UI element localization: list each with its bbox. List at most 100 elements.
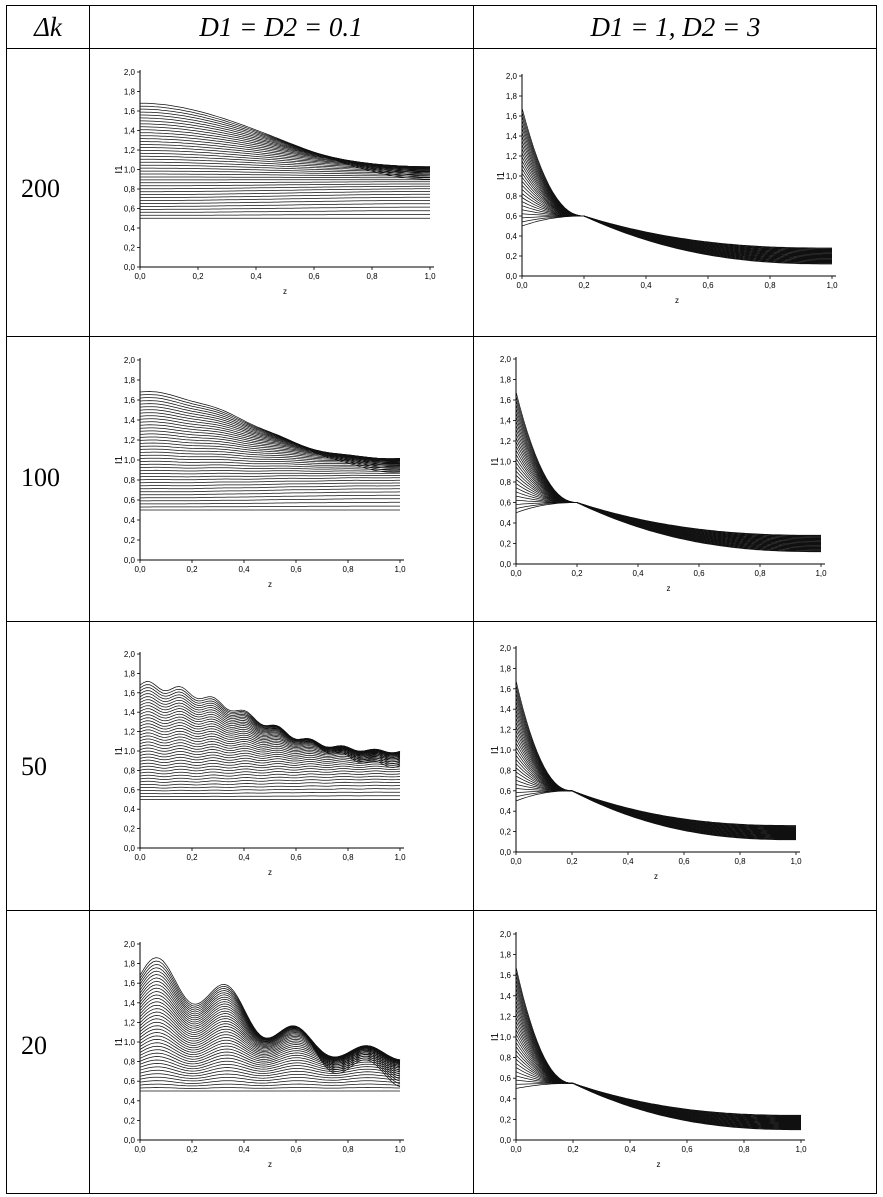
x-tick-label: 0,2 <box>578 281 590 290</box>
y-tick-label: 0,0 <box>500 1136 512 1145</box>
data-curve <box>139 1059 401 1070</box>
y-tick-label: 0,8 <box>500 478 512 487</box>
data-curve <box>521 115 832 250</box>
data-curve <box>139 1052 401 1067</box>
data-curve <box>139 1035 401 1062</box>
data-curve <box>139 750 401 760</box>
data-curve <box>139 1063 401 1072</box>
data-curve <box>139 753 401 761</box>
data-curve <box>515 705 796 829</box>
data-curve <box>515 429 821 541</box>
y-tick-label: 0,4 <box>124 805 136 814</box>
x-tick-label: 0,6 <box>678 857 690 866</box>
y-tick-label: 1,6 <box>124 979 136 988</box>
data-curve <box>139 1083 400 1087</box>
x-tick-label: 0,0 <box>134 853 146 862</box>
x-tick-label: 0,6 <box>693 569 705 578</box>
x-axis-label: z <box>268 1160 272 1169</box>
data-curve <box>139 732 401 754</box>
data-curve <box>140 183 430 187</box>
data-curve <box>521 124 832 251</box>
x-tick-label: 0,4 <box>238 1145 250 1154</box>
chart-dk20-d-equal: 0,0 0,2 0,4 0,6 0,8 1,0 1,2 1,4 1,6 1,8 2,0 0,0 0,2 0… <box>114 940 406 1169</box>
data-curve <box>521 140 832 253</box>
x-tick-label: 0,6 <box>681 1145 693 1154</box>
chart-dk50-d-equal: 0,0 0,2 0,4 0,6 0,8 1,0 1,2 1,4 1,6 1,8 2,0 0,0 0,2 0… <box>114 650 406 877</box>
y-tick-label: 0,8 <box>124 766 136 775</box>
row-label-50: 50 <box>21 752 47 781</box>
y-tick-label: 1,4 <box>124 416 136 425</box>
data-curve <box>140 176 430 179</box>
y-tick-label: 1,4 <box>500 417 512 426</box>
y-tick-label: 0,0 <box>124 1136 136 1145</box>
data-curve <box>139 1015 401 1061</box>
data-curve <box>521 107 832 249</box>
y-tick-label: 1,8 <box>500 664 512 673</box>
y-axis-label: I1 <box>490 457 501 466</box>
data-curve <box>139 466 401 470</box>
data-curve <box>521 128 832 252</box>
data-curve <box>140 501 400 505</box>
y-tick-label: 1,8 <box>124 88 136 97</box>
data-curve <box>140 144 430 168</box>
data-curve <box>139 203 430 207</box>
y-tick-label: 1,8 <box>124 376 136 385</box>
y-tick-label: 1,4 <box>506 132 518 141</box>
y-tick-label: 1,2 <box>500 726 512 735</box>
data-curve <box>139 1056 401 1069</box>
data-curve <box>139 1028 401 1061</box>
x-tick-label: 1,0 <box>795 1145 807 1154</box>
data-curve <box>139 1018 401 1061</box>
y-tick-label: 0,0 <box>124 556 136 565</box>
data-curve <box>140 498 400 502</box>
x-axis-label: z <box>667 584 671 593</box>
data-curve <box>515 693 796 828</box>
y-tick-label: 0,6 <box>124 786 136 795</box>
chart-dk50-d-diff: 0,0 0,2 0,4 0,6 0,8 1,0 1,2 1,4 1,6 1,8 2,0 0,0 0,2 0… <box>490 644 802 881</box>
y-tick-label: 1,0 <box>124 747 136 756</box>
data-curve <box>515 416 821 540</box>
header-col-d-equal: D1 = D2 = 0.1 <box>89 6 473 48</box>
data-curve <box>140 193 430 198</box>
data-curve <box>139 770 401 775</box>
data-curve <box>515 1082 801 1131</box>
y-tick-label: 1,6 <box>500 685 512 694</box>
results-table: Δk D1 = D2 = 0.1 D1 = 1, D2 = 3 200 100 … <box>6 5 877 1194</box>
data-curve <box>521 215 832 265</box>
column-divider <box>473 6 474 1193</box>
data-curve <box>139 756 401 763</box>
data-curve <box>521 132 832 252</box>
data-curve <box>139 479 400 484</box>
data-curve <box>521 111 832 249</box>
y-tick-label: 1,4 <box>500 705 512 714</box>
x-tick-label: 0,4 <box>238 853 250 862</box>
data-curve <box>521 120 832 251</box>
x-tick-label: 0,4 <box>632 569 644 578</box>
y-tick-label: 0,6 <box>506 212 518 221</box>
data-curve <box>140 477 400 481</box>
x-tick-label: 1,0 <box>815 569 827 578</box>
data-curve <box>139 457 401 465</box>
x-tick-label: 0,6 <box>702 281 714 290</box>
y-tick-label: 2,0 <box>500 355 512 364</box>
y-axis-label: I1 <box>114 746 125 755</box>
data-curve <box>140 150 430 168</box>
y-tick-label: 2,0 <box>124 940 136 949</box>
y-axis-label: I1 <box>114 165 125 174</box>
x-axis-label: z <box>268 580 272 589</box>
y-tick-label: 0,4 <box>124 224 136 233</box>
x-tick-label: 0,0 <box>134 565 146 574</box>
data-curve <box>139 1039 401 1063</box>
data-curve <box>139 448 401 462</box>
y-tick-label: 0,0 <box>506 272 518 281</box>
data-curve <box>140 173 430 177</box>
x-tick-label: 0,8 <box>342 853 354 862</box>
data-curve <box>515 996 801 1120</box>
data-curve <box>139 170 430 175</box>
y-tick-label: 1,6 <box>500 971 512 980</box>
x-tick-label: 0,0 <box>510 857 522 866</box>
y-tick-label: 1,0 <box>124 166 136 175</box>
data-curve <box>515 399 821 537</box>
y-tick-label: 1,2 <box>124 146 136 155</box>
y-tick-label: 0,6 <box>500 1074 512 1083</box>
